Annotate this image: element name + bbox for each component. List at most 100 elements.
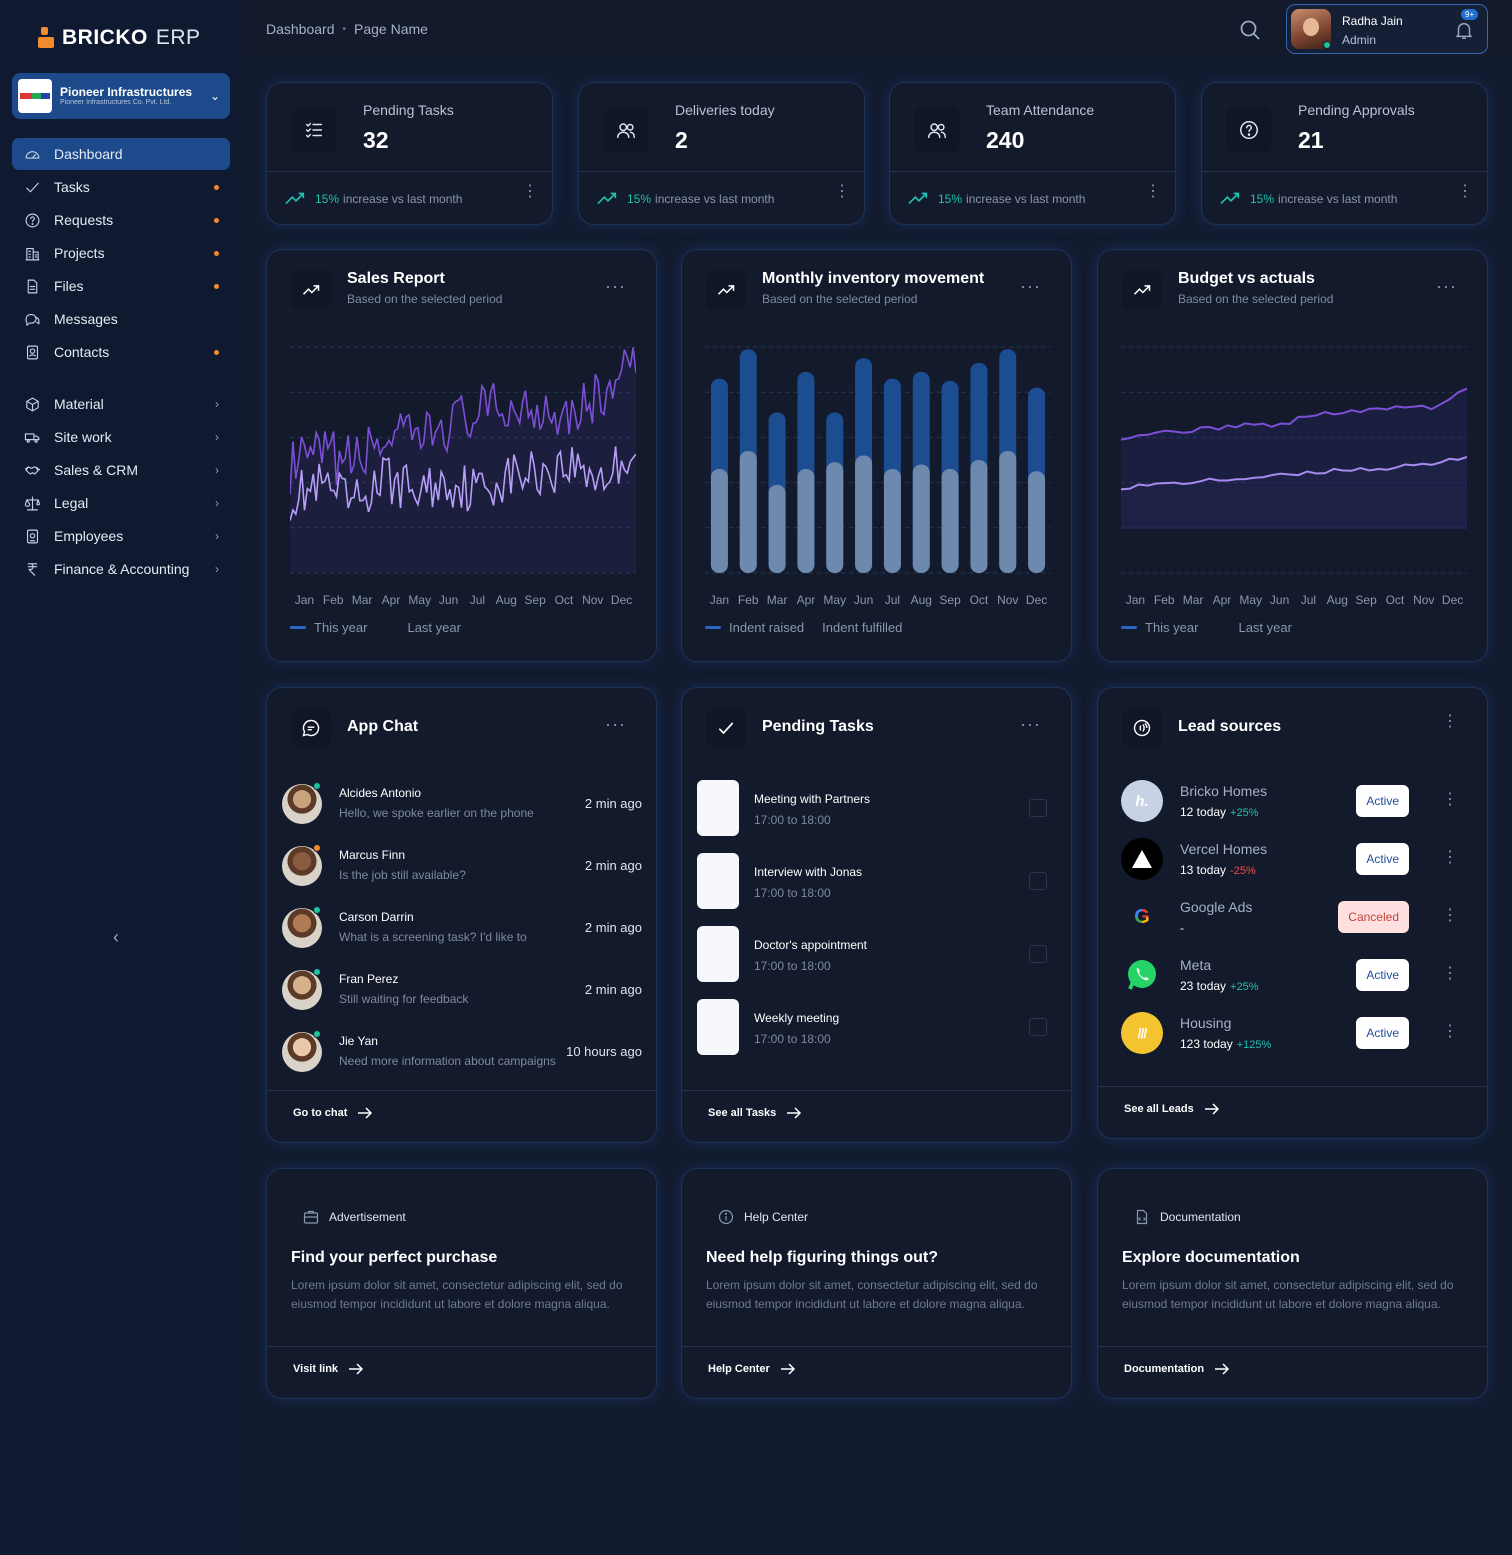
sidebar-item-tasks[interactable]: Tasks — [12, 171, 230, 203]
task-checkbox[interactable] — [697, 926, 739, 982]
kebab-menu-icon[interactable]: ⋮ — [1442, 965, 1458, 982]
task-row[interactable]: Weekly meeting 17:00 to 18:00 — [697, 999, 1047, 1055]
kebab-menu-icon[interactable]: ⋮ — [1442, 791, 1458, 808]
collapse-sidebar-icon[interactable]: ‹ — [113, 927, 119, 947]
sidebar-item-label: Finance & Accounting — [54, 561, 190, 577]
inventory-subtitle: Based on the selected period — [762, 292, 918, 306]
x-tick-label: Jan — [294, 593, 315, 607]
lead-status-button[interactable]: Canceled — [1338, 901, 1409, 933]
kebab-menu-icon[interactable]: ⋮ — [1442, 907, 1458, 924]
more-options-icon[interactable]: ··· — [1436, 276, 1457, 296]
kebab-menu-icon[interactable]: ⋮ — [1442, 1023, 1458, 1040]
contact-avatar — [282, 1032, 322, 1072]
help-center-link[interactable]: Help Center — [708, 1362, 796, 1376]
divider — [682, 1090, 1071, 1091]
see-all-leads-link[interactable]: See all Leads — [1124, 1102, 1220, 1116]
series-area — [1121, 388, 1467, 529]
sidebar-item-site-work[interactable]: Site work › — [12, 421, 230, 453]
sidebar-item-legal[interactable]: Legal › — [12, 487, 230, 519]
chat-row[interactable]: Marcus Finn Is the job still available? 2 … — [282, 844, 642, 888]
briefcase-icon — [303, 1209, 319, 1225]
see-all-tasks-link[interactable]: See all Tasks — [708, 1106, 802, 1120]
sidebar-item-files[interactable]: Files — [12, 270, 230, 302]
divider — [890, 171, 1175, 172]
bricko-logo-icon — [38, 27, 54, 49]
more-options-icon[interactable]: ··· — [605, 714, 626, 734]
bell-icon[interactable] — [1453, 19, 1475, 41]
kebab-menu-icon[interactable]: ⋮ — [1457, 183, 1473, 200]
series-line-last-year — [290, 446, 636, 521]
sidebar-item-label: Files — [54, 278, 84, 294]
lead-count: 13 today — [1180, 863, 1227, 877]
lead-count: 123 today — [1180, 1037, 1233, 1051]
scales-icon — [22, 493, 42, 513]
legend-indent-fulfilled: Indent fulfilled — [822, 620, 903, 635]
lead-status-button[interactable]: Active — [1356, 843, 1409, 875]
contact-name: Alcides Antonio — [339, 786, 422, 800]
rupee-icon — [22, 559, 42, 579]
sidebar-item-finance-accounting[interactable]: Finance & Accounting › — [12, 553, 230, 585]
users-icon — [603, 107, 649, 153]
sidebar-item-requests[interactable]: Requests — [12, 204, 230, 236]
sidebar-item-sales-crm[interactable]: Sales & CRM › — [12, 454, 230, 486]
notification-dot — [214, 284, 219, 289]
trend-text: increase vs last month — [655, 192, 775, 206]
search-icon[interactable] — [1238, 18, 1262, 42]
more-options-icon[interactable]: ··· — [1020, 276, 1041, 296]
calendar-icon[interactable] — [1029, 799, 1047, 817]
more-options-icon[interactable]: ··· — [605, 276, 626, 296]
kebab-menu-icon[interactable]: ⋮ — [1442, 849, 1458, 866]
contact-name: Fran Perez — [339, 972, 399, 986]
chat-row[interactable]: Alcides Antonio Hello, we spoke earlier o… — [282, 782, 642, 826]
sidebar-item-contacts[interactable]: Contacts — [12, 336, 230, 368]
advertisement-link[interactable]: Visit link — [293, 1362, 364, 1376]
sidebar-item-messages[interactable]: Messages — [12, 303, 230, 335]
sidebar-item-employees[interactable]: Employees › — [12, 520, 230, 552]
task-checkbox[interactable] — [697, 999, 739, 1055]
series-line-this-year — [290, 347, 636, 495]
chevron-down-icon: ⌄ — [209, 89, 220, 103]
breadcrumb-item-dashboard[interactable]: Dashboard — [266, 21, 335, 37]
x-tick-label: Jun — [1269, 593, 1290, 607]
kebab-menu-icon[interactable]: ⋮ — [834, 183, 850, 200]
sidebar-item-dashboard[interactable]: Dashboard — [12, 138, 230, 170]
dashboard-gauge-icon — [22, 144, 42, 164]
kebab-menu-icon[interactable]: ⋮ — [522, 183, 538, 200]
stat-card-pending-tasks: Pending Tasks 32 15% increase vs last month… — [266, 82, 553, 225]
task-checkbox[interactable] — [697, 780, 739, 836]
go-to-chat-link[interactable]: Go to chat — [293, 1106, 373, 1120]
arrow-right-icon — [787, 1107, 802, 1119]
x-tick-label: Nov — [582, 593, 604, 607]
task-checkbox[interactable] — [697, 853, 739, 909]
calendar-icon[interactable] — [1029, 1018, 1047, 1036]
calendar-icon[interactable] — [1029, 945, 1047, 963]
lead-status-button[interactable]: Active — [1356, 1017, 1409, 1049]
company-switcher[interactable]: Pioneer Infrastructures Pioneer Infrastr… — [12, 73, 230, 119]
lead-source-name: Bricko Homes — [1180, 783, 1268, 799]
more-options-icon[interactable]: ··· — [1020, 714, 1041, 734]
check-icon — [706, 708, 746, 748]
stat-value: 32 — [363, 127, 389, 153]
question-circle-icon — [1226, 107, 1272, 153]
chat-row[interactable]: Fran Perez Still waiting for feedback 2 mi… — [282, 968, 642, 1012]
kebab-menu-icon[interactable]: ⋮ — [1442, 713, 1458, 730]
lead-sources-card: Lead sources ⋮ See all Leads h. Bricko Ho… — [1097, 687, 1488, 1139]
truck-icon — [22, 427, 42, 447]
task-row[interactable]: Interview with Jonas 17:00 to 18:00 — [697, 853, 1047, 909]
lead-status-button[interactable]: Active — [1356, 959, 1409, 991]
kebab-menu-icon[interactable]: ⋮ — [1145, 183, 1161, 200]
checklist-icon — [291, 107, 337, 153]
lead-status-button[interactable]: Active — [1356, 785, 1409, 817]
task-row[interactable]: Meeting with Partners 17:00 to 18:00 — [697, 780, 1047, 836]
sidebar-item-projects[interactable]: Projects — [12, 237, 230, 269]
contact-name: Marcus Finn — [339, 848, 406, 862]
chevron-right-icon: › — [215, 529, 219, 543]
task-row[interactable]: Doctor's appointment 17:00 to 18:00 — [697, 926, 1047, 982]
calendar-icon[interactable] — [1029, 872, 1047, 890]
chat-row[interactable]: Jie Yan Need more information about campa… — [282, 1030, 642, 1074]
sidebar-item-material[interactable]: Material › — [12, 388, 230, 420]
documentation-link[interactable]: Documentation — [1124, 1362, 1230, 1376]
app-logo[interactable]: BRICKO ERP — [38, 26, 201, 50]
user-menu[interactable]: Radha Jain Admin 9+ — [1286, 4, 1488, 54]
chat-row[interactable]: Carson Darrin What is a screening task? I… — [282, 906, 642, 950]
